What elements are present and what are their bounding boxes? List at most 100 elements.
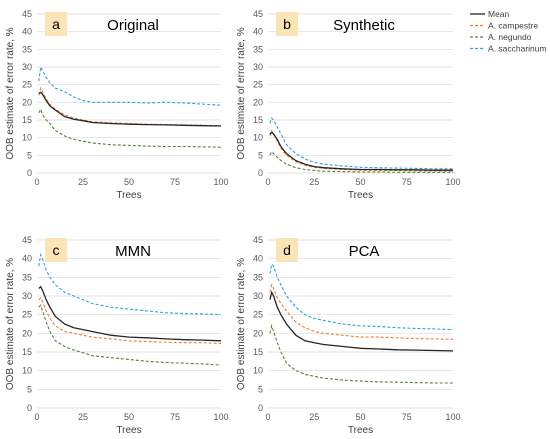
y-tick-label: 30 — [22, 291, 32, 301]
y-tick-label: 25 — [22, 310, 32, 320]
panel-letter: b — [283, 16, 291, 32]
panel-c: 0 5 10 15 20 25 30 35 40 45 0 25 50 75 100 Trees OOB est… — [5, 235, 229, 436]
x-tick-label: 50 — [355, 412, 365, 422]
x-axis-title: Trees — [116, 425, 141, 436]
x-tick-label: 50 — [124, 177, 134, 187]
x-tick-label: 75 — [170, 177, 180, 187]
legend-label: Mean — [488, 9, 510, 19]
legend-label: A. campestre — [488, 21, 538, 31]
y-axis-title: OOB estimate of error rate, % — [5, 258, 16, 390]
series-line-campestre — [269, 129, 454, 172]
x-tick-label: 25 — [78, 412, 88, 422]
series-line-saccharinum — [38, 65, 222, 106]
panel-d: 0 5 10 15 20 25 30 35 40 45 0 25 50 75 100 Trees OOB est… — [236, 235, 461, 436]
y-tick-label: 15 — [22, 347, 32, 357]
panel-letter-badge — [45, 238, 67, 262]
panel-title: Original — [107, 17, 159, 34]
y-tick-label: 0 — [258, 403, 263, 413]
panel-letter-badge — [45, 12, 67, 36]
y-tick-label: 0 — [27, 168, 32, 178]
series-line-saccharinum — [38, 253, 222, 316]
x-tick-label: 50 — [355, 177, 365, 187]
x-tick-label: 75 — [402, 412, 412, 422]
panel-letter: c — [53, 242, 60, 258]
legend-label: A. negundo — [488, 32, 532, 42]
panel-title: MMN — [115, 243, 151, 260]
x-tick-label: 100 — [445, 412, 460, 422]
y-tick-label: 0 — [258, 168, 263, 178]
x-axis-title: Trees — [348, 425, 373, 436]
y-tick-label: 35 — [22, 44, 32, 54]
y-tick-label: 15 — [253, 115, 263, 125]
panel-title: Synthetic — [333, 17, 395, 34]
panel-letter-badge — [276, 238, 298, 262]
series-line-mean — [38, 91, 222, 127]
x-tick-label: 25 — [309, 177, 319, 187]
y-tick-label: 30 — [22, 62, 32, 72]
series-line-negundo — [269, 150, 453, 173]
x-axis-title: Trees — [116, 190, 141, 201]
series-line-negundo — [38, 304, 222, 366]
y-tick-label: 5 — [27, 384, 32, 394]
y-tick-label: 15 — [22, 115, 32, 125]
y-axis-title: OOB estimate of error rate, % — [236, 27, 247, 159]
y-tick-label: 40 — [253, 27, 263, 37]
y-tick-label: 45 — [253, 9, 263, 19]
y-axis-title: OOB estimate of error rate, % — [236, 258, 247, 390]
series-line-mean — [269, 131, 453, 171]
y-tick-label: 5 — [258, 384, 263, 394]
legend-item-saccharinum: A. saccharinum — [470, 44, 547, 54]
y-tick-label: 25 — [253, 310, 263, 320]
y-tick-label: 40 — [22, 27, 32, 37]
legend-item-mean: Mean — [470, 9, 510, 19]
x-tick-label: 100 — [213, 412, 228, 422]
series-line-mean — [38, 285, 222, 342]
y-tick-label: 20 — [22, 97, 32, 107]
x-tick-label: 50 — [124, 412, 134, 422]
y-tick-label: 40 — [22, 254, 32, 264]
x-tick-label: 25 — [309, 412, 319, 422]
x-tick-label: 100 — [213, 177, 228, 187]
y-tick-label: 25 — [253, 80, 263, 90]
y-tick-label: 20 — [22, 328, 32, 338]
y-tick-label: 20 — [253, 97, 263, 107]
y-tick-label: 0 — [27, 403, 32, 413]
y-tick-label: 30 — [253, 62, 263, 72]
y-tick-label: 45 — [22, 9, 32, 19]
y-tick-label: 35 — [253, 44, 263, 54]
x-tick-label: 75 — [402, 177, 412, 187]
y-tick-label: 10 — [253, 366, 263, 376]
y-tick-label: 10 — [22, 133, 32, 143]
y-tick-label: 10 — [253, 133, 263, 143]
x-tick-label: 75 — [170, 412, 180, 422]
series-line-mean — [269, 290, 454, 352]
series-line-saccharinum — [269, 263, 454, 331]
y-axis-title: OOB estimate of error rate, % — [5, 27, 16, 159]
y-tick-label: 30 — [253, 291, 263, 301]
y-tick-label: 25 — [22, 80, 32, 90]
x-axis-title: Trees — [348, 190, 373, 201]
x-tick-label: 25 — [78, 177, 88, 187]
legend-label: A. saccharinum — [488, 44, 547, 54]
y-tick-label: 20 — [253, 328, 263, 338]
series-line-negundo — [269, 323, 453, 384]
x-tick-label: 0 — [34, 177, 39, 187]
panel-a: 0 5 10 15 20 25 30 35 40 45 0 25 50 75 100 Trees OOB est… — [5, 9, 229, 201]
legend-item-campestre: A. campestre — [470, 21, 538, 31]
x-tick-label: 0 — [34, 412, 39, 422]
series-line-campestre — [269, 283, 454, 340]
y-tick-label: 10 — [22, 366, 32, 376]
y-tick-label: 40 — [253, 254, 263, 264]
x-tick-label: 0 — [265, 177, 270, 187]
y-tick-label: 45 — [253, 235, 263, 245]
panel-title: PCA — [349, 243, 380, 260]
legend-item-negundo: A. negundo — [470, 32, 532, 42]
panel-b: 0 5 10 15 20 25 30 35 40 45 0 25 50 75 100 Trees OOB est… — [236, 9, 461, 201]
y-tick-label: 5 — [27, 150, 32, 160]
y-tick-label: 5 — [258, 150, 263, 160]
y-tick-label: 35 — [253, 272, 263, 282]
panel-letter-badge — [276, 12, 298, 36]
